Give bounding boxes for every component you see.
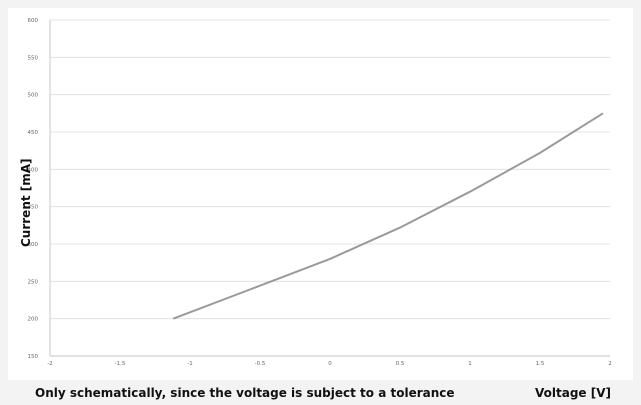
y-tick-label: 450 <box>28 130 39 136</box>
tolerance-note: Only schematically, since the voltage is… <box>35 386 455 400</box>
x-tick-label: 1.5 <box>536 361 545 367</box>
line-chart: 150 200 250 300 350 400 450 500 550 600 -2 -1.5 -1 -0… <box>28 18 612 367</box>
x-tick-label: -1 <box>187 361 192 367</box>
y-tick-label: 600 <box>28 18 39 24</box>
y-tick-label: 550 <box>28 55 39 61</box>
x-tick-label: -1.5 <box>115 361 126 367</box>
grid-lines <box>50 19 610 357</box>
chart-frame: 150 200 250 300 350 400 450 500 550 600 -2 -1.5 -1 -0… <box>8 8 633 380</box>
x-tick-label: 0.5 <box>396 361 405 367</box>
series-line <box>172 112 604 320</box>
y-tick-label: 250 <box>28 279 39 285</box>
x-tick-label: 1 <box>468 361 472 367</box>
y-tick-label: 300 <box>28 242 39 248</box>
series-layer <box>172 112 604 320</box>
tick-labels: 150 200 250 300 350 400 450 500 550 600 -2 -1.5 -1 -0… <box>28 18 612 367</box>
x-tick-label: 2 <box>608 361 612 367</box>
x-tick-label: 0 <box>328 361 332 367</box>
x-tick-label: -2 <box>47 361 52 367</box>
y-tick-label: 400 <box>28 167 39 173</box>
y-tick-label: 350 <box>28 205 39 211</box>
x-tick-label: -0.5 <box>255 361 266 367</box>
x-axis-title: Voltage [V] <box>535 386 611 400</box>
y-tick-label: 500 <box>28 93 39 99</box>
axes <box>49 20 610 357</box>
y-axis-title: Current [mA] <box>19 158 33 247</box>
y-tick-label: 200 <box>28 317 39 323</box>
y-tick-label: 150 <box>28 354 39 360</box>
